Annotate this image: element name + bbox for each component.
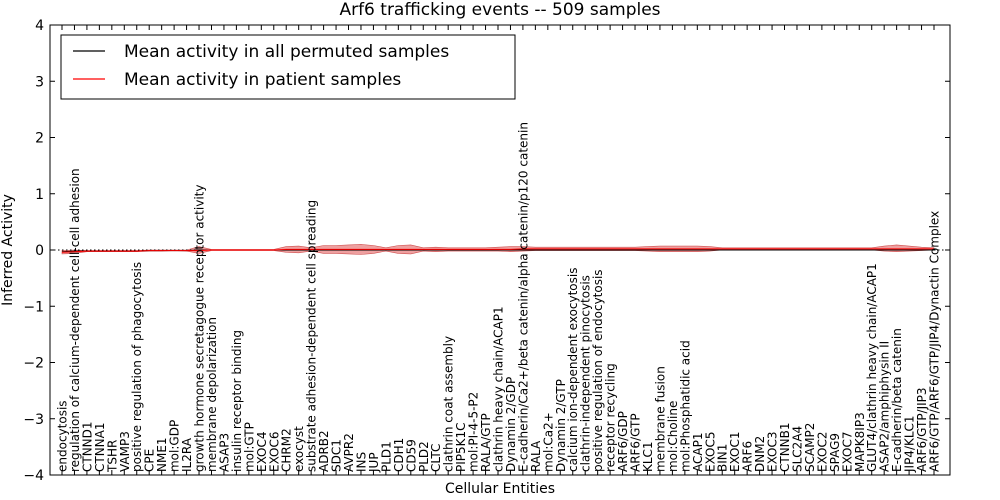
y-tick-label: −1 [23,299,44,315]
x-tick-label: exocyst [292,426,306,472]
x-tick-label: EXOC5 [703,432,717,473]
x-tick-label: CD59 [404,439,418,472]
x-tick-label: IL2RA [180,437,194,472]
x-tick-label: endocytosis [56,400,70,472]
x-tick-label: calcium ion-dependent exocytosis [566,268,580,473]
x-tick-label: EXOC2 [815,432,829,473]
x-tick-label: RALA/GTP [479,413,493,472]
x-tick-label: EXOC7 [840,432,854,473]
y-axis-ticks: −4 −3 −2 −1 0 1 2 3 4 [23,18,950,484]
x-tick-label: VAMP3 [118,431,132,472]
y-tick-label: 1 [35,187,44,203]
legend-label-patient: Mean activity in patient samples [124,70,401,90]
y-tick-label: 3 [35,74,44,90]
x-tick-label: KLC1 [641,441,655,472]
x-tick-label: positive regulation of phagocytosis [130,262,144,472]
x-tick-label: ADRB2 [317,430,331,472]
x-axis-ticks [61,25,935,475]
x-tick-label: AVPR2 [342,433,356,472]
legend: Mean activity in all permuted samples Me… [60,34,516,100]
x-tick-label: CTNND1 [80,421,94,472]
x-tick-label: ARF6/GTP [629,413,643,472]
x-tick-label: mol:GTP [242,422,256,472]
x-tick-label: EXOC3 [766,432,780,473]
chart-title: Arf6 trafficking events -- 509 samples [339,0,660,20]
x-tick-label: CHRM2 [280,428,294,472]
x-tick-label: mol:GDP [168,420,182,472]
x-tick-label: CTNNA1 [93,422,107,472]
x-tick-label: ACAP1 [691,433,705,472]
x-tick-label: CTNNB1 [778,422,792,472]
x-tick-label: receptor recycling [604,363,618,472]
x-tick-label: TSHR [105,440,119,473]
y-tick-label: −4 [23,468,44,484]
x-tick-label: PIP5K1C [454,422,468,472]
x-tick-label: EXOC6 [267,432,281,473]
x-tick-label: CLTC [429,444,443,472]
x-tick-label: substrate adhesion-dependent cell spread… [305,200,319,472]
x-axis-label: Cellular Entities [445,481,555,497]
x-tick-label: clathrin heavy chain/ACAP1 [492,306,506,472]
x-tick-label: ARF6/GDP [616,411,630,472]
x-tick-label: Dynamin 2/GTP [554,379,568,472]
plot-frame [49,24,951,476]
x-tick-label: Dynamin 2/GDP [504,377,518,472]
x-tick-label: NME1 [155,437,169,472]
y-tick-label: 4 [35,18,44,34]
x-tick-label: BIN1 [716,444,730,472]
x-tick-label: ARF6/GTP/ARF6/GTP/JIP4/Dynactin Complex [928,211,942,472]
x-tick-label: CDH1 [392,438,406,472]
x-tick-label: ASAP3 [217,433,231,472]
x-tick-label: JUP [367,452,381,473]
series-lines [61,248,934,253]
y-tick-label: 2 [35,131,44,147]
x-tick-label: PLD1 [379,441,393,472]
x-tick-label: clathrin-independent pinocytosis [579,275,593,472]
x-tick-label: insulin receptor binding [230,330,244,472]
x-tick-label: PLD2 [417,441,431,472]
x-tick-label: E-cadherin/beta catenin [890,328,904,472]
x-tick-label: ASAP2/amphiphysin II [878,341,892,472]
legend-box [60,34,516,100]
x-tick-label: RALA [529,440,543,472]
x-tick-label: mol:Choline [666,401,680,472]
y-tick-label: −3 [23,412,44,428]
x-tick-label: SDC1 [330,439,344,472]
x-tick-label: DNM2 [753,436,767,472]
x-tick-label: CPE [143,449,157,472]
x-tick-label: E-cadherin/Ca2+/beta catenin/alpha caten… [516,122,530,472]
x-tick-label: SCAMP2 [803,423,817,472]
x-tick-label: SPAG9 [828,433,842,472]
x-tick-label: GLUT4/clathrin heavy chain/ACAP1 [865,263,879,472]
x-tick-label: mol:Ca2+ [541,412,555,472]
x-tick-label: JIP4/KLC1 [903,415,917,473]
y-axis-label: Inferred Activity [0,194,16,306]
series-line-patient [61,248,934,253]
x-tick-label: EXOC4 [255,432,269,473]
x-tick-label: positive regulation of endocytosis [591,269,605,472]
x-tick-label: mol:Phosphatidic acid [678,340,692,472]
x-tick-label: ARF6 [741,441,755,472]
x-tick-label: MAPK8IP3 [853,412,867,472]
x-tick-label: EXOC1 [728,432,742,473]
legend-label-permuted: Mean activity in all permuted samples [124,42,449,62]
y-tick-label: −2 [23,356,44,372]
x-tick-label: SLC2A4 [790,426,804,472]
x-tick-label: growth hormone secretagogue receptor act… [193,185,207,472]
y-tick-label: 0 [35,243,44,259]
x-tick-label: membrane fusion [653,366,667,472]
x-tick-label: mol:PI-4-5-P2 [467,392,481,472]
x-tick-label: membrane depolarization [205,317,219,472]
x-tick-label: clathrin coat assembly [442,336,456,472]
x-tick-label: regulation of calcium-dependent cell-cel… [68,168,82,472]
x-tick-label: INS [354,452,368,472]
x-tick-label: ARF6/GTP/JIP3 [915,387,929,472]
